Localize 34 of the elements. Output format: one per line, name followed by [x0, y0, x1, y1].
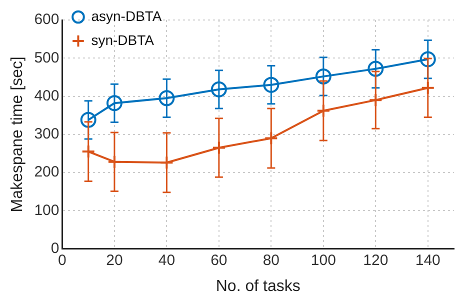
point [368, 60, 384, 77]
point [263, 76, 280, 93]
x-tick-label: 140 [415, 252, 440, 269]
point [210, 81, 227, 98]
point [264, 131, 278, 146]
y-tick-label: 200 [34, 164, 60, 181]
point [80, 112, 96, 128]
point [368, 93, 383, 108]
x-tick-label: 80 [262, 252, 280, 269]
point [316, 104, 330, 118]
y-tick-label: 400 [34, 87, 60, 104]
point [420, 80, 435, 95]
point [212, 140, 226, 155]
y-tick-label: 600 [34, 11, 60, 28]
point [106, 95, 122, 112]
x-tick-label: 20 [106, 252, 123, 269]
legend-label: syn-DBTA [91, 32, 155, 48]
y-tick-label: 100 [34, 202, 60, 219]
y-tick-label: 500 [34, 49, 60, 66]
point [158, 90, 175, 106]
point [420, 51, 436, 68]
x-tick-label: 60 [210, 252, 228, 269]
x-tick-label: 40 [158, 252, 176, 269]
y-tick-label: 300 [34, 126, 60, 143]
y-tick-label: 0 [50, 240, 60, 257]
point [81, 144, 96, 159]
legend-label: asyn-DBTA [91, 8, 162, 24]
y-axis-title: Makespane time [sec] [9, 56, 26, 212]
point [107, 154, 122, 169]
point [315, 68, 332, 84]
point [160, 156, 174, 170]
x-tick-label: 100 [310, 252, 336, 269]
x-axis-title: No. of tasks [216, 278, 300, 295]
x-tick-label: 120 [363, 252, 388, 269]
